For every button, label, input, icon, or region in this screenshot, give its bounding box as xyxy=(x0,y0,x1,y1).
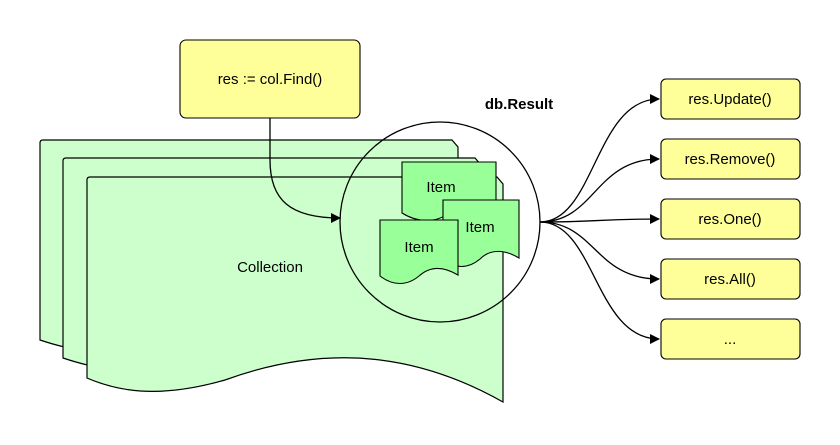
query-to-result-arrow xyxy=(269,118,341,223)
result-label: db.Result xyxy=(485,96,553,113)
method-label: res.Remove() xyxy=(685,151,776,168)
item-right: Item xyxy=(442,199,520,268)
method-label: res.One() xyxy=(698,211,761,228)
method-box xyxy=(660,198,801,240)
method-box xyxy=(660,318,801,360)
item-left: Item xyxy=(379,219,459,285)
method-arrows xyxy=(539,94,660,344)
method-update: res.Update() xyxy=(660,78,801,120)
method-more: ... xyxy=(660,318,801,360)
query-node: res := col.Find() xyxy=(179,39,361,119)
item-label: Item xyxy=(465,219,494,236)
item-shape xyxy=(379,219,459,285)
method-label: res.All() xyxy=(704,271,756,288)
item-label: Item xyxy=(426,179,455,196)
method-label: ... xyxy=(724,331,737,348)
collection-label: Collection xyxy=(237,259,303,276)
arrow-to-one xyxy=(539,214,660,225)
method-all: res.All() xyxy=(660,258,801,300)
method-box xyxy=(660,138,801,180)
method-box xyxy=(660,78,801,120)
arrow-to-remove xyxy=(539,154,660,223)
query-label: res := col.Find() xyxy=(218,71,323,88)
method-one: res.One() xyxy=(660,198,801,240)
method-remove: res.Remove() xyxy=(660,138,801,180)
arrow-to-all xyxy=(539,221,660,284)
method-label: res.Update() xyxy=(688,91,771,108)
method-box xyxy=(660,258,801,300)
arrow-to-update xyxy=(539,94,660,223)
arrow-to-more xyxy=(539,221,660,344)
item-label: Item xyxy=(404,239,433,256)
